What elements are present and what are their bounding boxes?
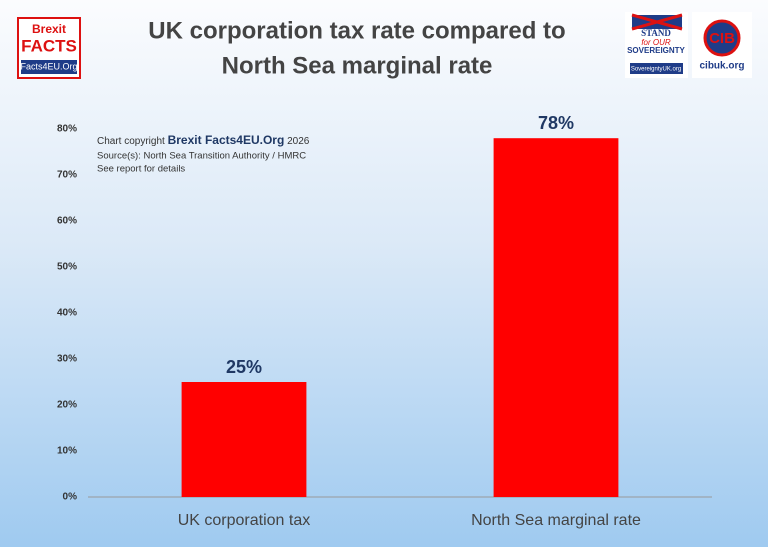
y-tick-label: 40% [57, 308, 77, 319]
logo-circle [703, 19, 741, 57]
logo-flag [631, 13, 683, 31]
note: Chart copyright Brexit Facts4EU.Org 2026 [97, 133, 310, 147]
y-tick-label: 20% [57, 400, 77, 411]
note: Chart copyright [97, 136, 165, 147]
value-label: 78% [538, 113, 574, 133]
logo-text: SovereigntyUK.org [631, 67, 681, 73]
logo-text: CIB [709, 30, 735, 47]
logo-text: for OUR [641, 38, 671, 47]
y-tick-label: 70% [57, 170, 77, 181]
note: Brexit Facts4EU.Org [168, 133, 285, 147]
chart-title: North Sea marginal rate [222, 52, 493, 79]
x-tick-label: North Sea marginal rate [471, 512, 641, 529]
logo-text: STAND [641, 28, 671, 38]
logo-text: Brexit [32, 22, 66, 36]
x-tick-label: UK corporation tax [178, 512, 311, 529]
note: 2026 [287, 136, 310, 147]
bar [181, 382, 307, 497]
note: Source(s): North Sea Transition Authorit… [97, 151, 306, 162]
note: See report for details [97, 164, 185, 175]
y-tick-label: 60% [57, 216, 77, 227]
y-tick-label: 30% [57, 354, 77, 365]
chart-title: UK corporation tax rate compared to [148, 17, 565, 44]
logo-text: cibuk.org [699, 61, 744, 72]
y-tick-label: 80% [57, 124, 77, 135]
value-label: 25% [226, 357, 262, 377]
bar [493, 138, 619, 497]
logo-text: Facts4EU.Org [20, 61, 77, 71]
y-tick-label: 50% [57, 262, 77, 273]
logo-strip [21, 60, 77, 74]
logo-text: SOVEREIGNTY [627, 46, 685, 55]
y-tick-label: 10% [57, 446, 77, 457]
logo-text: FACTS [21, 36, 77, 55]
y-tick-label: 0% [63, 492, 78, 503]
logo-strip [630, 63, 683, 74]
